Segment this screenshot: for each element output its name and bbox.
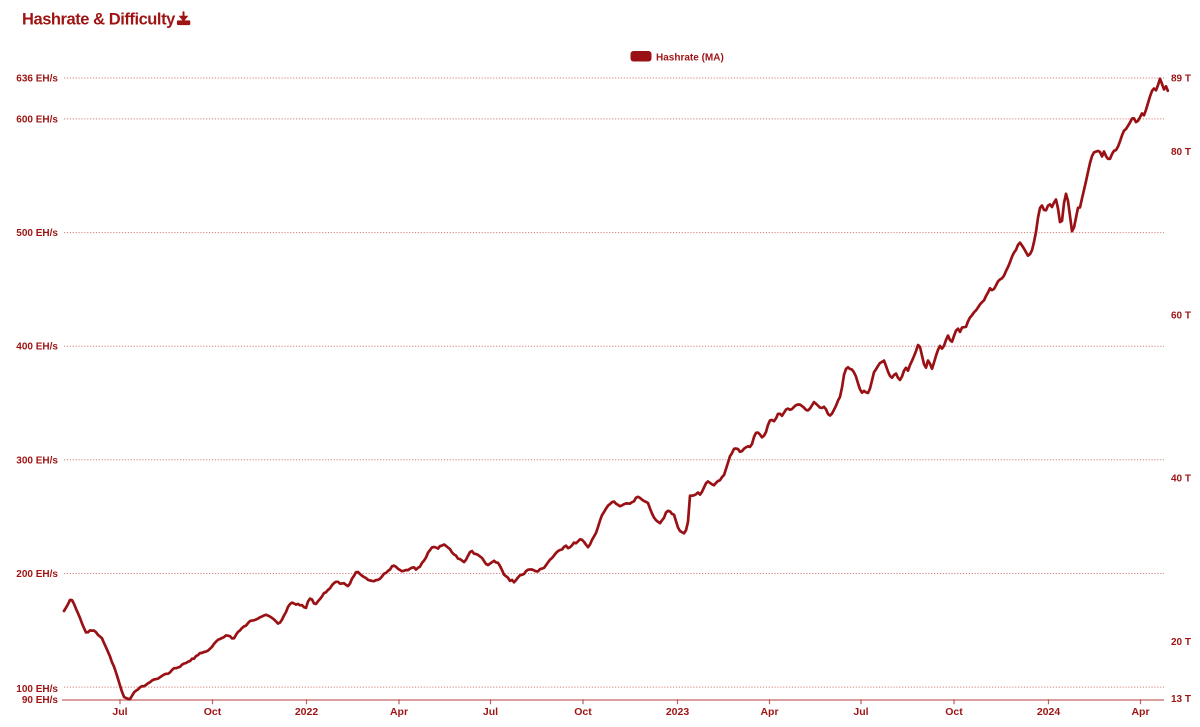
svg-text:636 EH/s: 636 EH/s [16,74,58,85]
svg-text:400 EH/s: 400 EH/s [16,342,58,353]
svg-text:80 T: 80 T [1171,147,1191,158]
svg-text:2022: 2022 [295,706,319,718]
svg-text:13 T: 13 T [1171,694,1191,705]
svg-text:Oct: Oct [574,706,592,718]
svg-text:2023: 2023 [666,706,690,718]
svg-text:Hashrate & Difficulty: Hashrate & Difficulty [22,10,176,28]
svg-text:600 EH/s: 600 EH/s [16,114,58,125]
svg-text:300 EH/s: 300 EH/s [16,455,58,466]
svg-text:500 EH/s: 500 EH/s [16,228,58,239]
svg-text:60 T: 60 T [1171,310,1191,321]
svg-text:89 T: 89 T [1171,74,1191,85]
svg-text:40 T: 40 T [1171,474,1191,485]
svg-text:Jul: Jul [112,706,127,718]
svg-text:Apr: Apr [390,706,408,718]
svg-text:20 T: 20 T [1171,637,1191,648]
svg-text:2024: 2024 [1037,706,1061,718]
svg-text:Jul: Jul [483,706,498,718]
svg-text:Oct: Oct [945,706,963,718]
svg-text:Oct: Oct [204,706,222,718]
svg-text:200 EH/s: 200 EH/s [16,569,58,580]
svg-text:90 EH/s: 90 EH/s [22,695,59,706]
svg-text:Apr: Apr [1131,706,1149,718]
svg-text:Jul: Jul [853,706,868,718]
svg-text:100 EH/s: 100 EH/s [16,684,58,695]
svg-text:Hashrate (MA): Hashrate (MA) [656,53,724,64]
svg-text:Apr: Apr [760,706,778,718]
